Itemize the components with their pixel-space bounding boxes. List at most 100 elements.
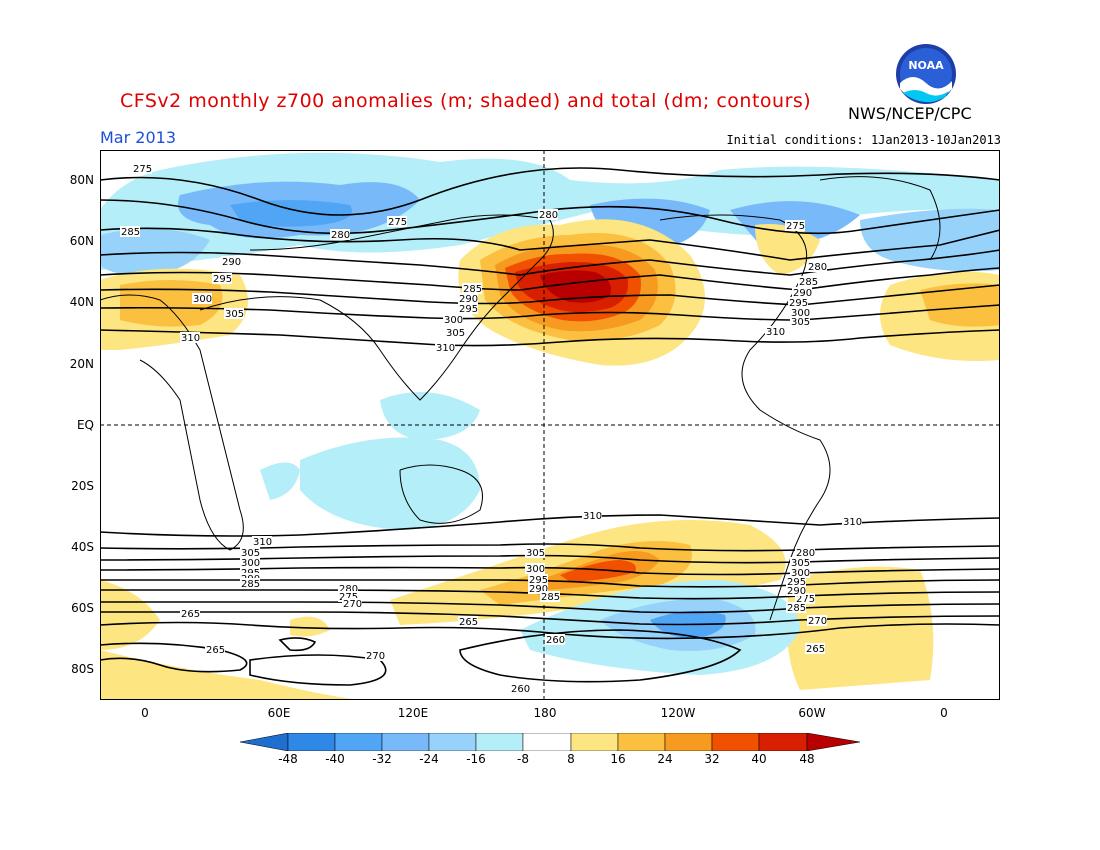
coastlines — [100, 176, 941, 621]
colorbar-label: -40 — [325, 752, 345, 766]
colorbar-label: -32 — [372, 752, 392, 766]
lat-label: 80N — [69, 173, 94, 187]
contour-label: 275 — [786, 221, 805, 232]
contour-label: 300 — [241, 558, 260, 569]
contour-label: 280 — [796, 548, 815, 559]
lon-label: 0 — [940, 706, 948, 720]
colorbar-label: 8 — [567, 752, 575, 766]
contour-label: 270 — [366, 651, 385, 662]
contour-label: 310 — [436, 343, 455, 354]
colorbar — [240, 733, 860, 751]
anomaly-positive-canada — [755, 224, 820, 275]
logo-text: NOAA — [908, 59, 944, 72]
contour-label: 300 — [791, 568, 810, 579]
lat-label: 40N — [69, 295, 94, 309]
lon-label: 120W — [660, 706, 696, 720]
contour-label: 285 — [799, 277, 818, 288]
contour-label: 305 — [241, 548, 260, 559]
contour-label: 290 — [787, 586, 806, 597]
contour-label: 260 — [546, 635, 565, 646]
anomaly-negative-indian — [300, 437, 480, 530]
contour-label: 275 — [796, 594, 815, 605]
colorbar-label: 40 — [751, 752, 767, 766]
contour-label: 295 — [529, 575, 548, 586]
anomaly-positive-europe-16 — [120, 280, 223, 327]
colorbar-arrow-right — [806, 733, 860, 751]
anomaly-positive-pacific-core — [540, 270, 611, 303]
lon-label: 180 — [533, 706, 557, 720]
contour-label: 295 — [213, 274, 232, 285]
forecast-month: Mar 2013 — [100, 128, 176, 147]
anomaly-negative-africa — [260, 462, 300, 500]
agency-label: NWS/NCEP/CPC — [848, 104, 972, 123]
height-contours — [100, 167, 1000, 686]
colorbar-arrow-left — [240, 733, 289, 751]
lon-label: 60W — [798, 706, 826, 720]
contour-label: 275 — [133, 164, 152, 175]
contour-label: 295 — [787, 577, 806, 588]
contour-label: 300 — [526, 564, 545, 575]
contour-label: 290 — [222, 257, 241, 268]
anomaly-positive-south-pacific-core — [560, 560, 636, 582]
contour-label: 285 — [463, 284, 482, 295]
colorbar-label: -16 — [466, 752, 486, 766]
contour-label: 310 — [766, 327, 785, 338]
colorbar-label: 32 — [704, 752, 720, 766]
map-panel: 275 275 280 285 280 290 295 300 305 310 … — [100, 150, 1000, 700]
contour-label: 300 — [193, 294, 212, 305]
contour-label: 275 — [388, 217, 407, 228]
anomaly-shading — [100, 152, 1000, 700]
contour-label: 280 — [539, 210, 558, 221]
contour-label: 265 — [806, 644, 825, 655]
contour-label: 305 — [225, 309, 244, 320]
contour-label: 270 — [343, 599, 362, 610]
contour-label: 295 — [459, 304, 478, 315]
chart-title: CFSv2 monthly z700 anomalies (m; shaded)… — [120, 90, 812, 112]
contour-label: 290 — [459, 294, 478, 305]
lat-label: 80S — [71, 662, 94, 676]
contour-label: 290 — [793, 288, 812, 299]
contour-label: 310 — [843, 517, 862, 528]
lat-label: 20N — [69, 357, 94, 371]
contour-label: 310 — [583, 511, 602, 522]
colorbar-label: 16 — [610, 752, 626, 766]
lat-label: 40S — [71, 540, 94, 554]
contour-label: 305 — [791, 558, 810, 569]
contour-labels-north: 275 275 280 285 280 290 295 300 305 310 … — [120, 163, 827, 354]
contour-label: 275 — [339, 592, 358, 603]
contour-label: 260 — [511, 684, 530, 695]
anomaly-positive-antarctic — [100, 650, 360, 700]
contour-labels-south: 310 305 300 295 290 285 280 275 270 265 … — [180, 510, 862, 695]
contour-label: 270 — [808, 616, 827, 627]
contour-label: 280 — [808, 262, 827, 273]
lon-label: 60E — [267, 706, 291, 720]
colorbar-label: -48 — [278, 752, 298, 766]
contour-label: 290 — [529, 584, 548, 595]
contour-label: 305 — [526, 548, 545, 559]
contour-label: 265 — [181, 609, 200, 620]
contour-label: 300 — [791, 308, 810, 319]
contour-label: 285 — [787, 603, 806, 614]
lat-label: 20S — [71, 479, 94, 493]
contour-label: 285 — [241, 579, 260, 590]
noaa-logo-icon: NOAA — [896, 44, 956, 104]
contour-label: 305 — [791, 317, 810, 328]
colorbar-label: -24 — [419, 752, 439, 766]
contour-label: 285 — [121, 227, 140, 238]
contour-label: 310 — [253, 537, 272, 548]
contour-label: 305 — [446, 328, 465, 339]
colorbar-label: -8 — [517, 752, 529, 766]
anomaly-positive-patch — [290, 616, 330, 637]
lat-label: 60S — [71, 601, 94, 615]
anomaly-positive-south-atlantic — [786, 566, 934, 690]
contour-label: 295 — [789, 298, 808, 309]
initial-conditions: Initial conditions: 1Jan2013-10Jan2013 — [726, 133, 1001, 147]
contour-label: 310 — [181, 333, 200, 344]
lat-label: EQ — [76, 418, 94, 432]
colorbar-label: 24 — [657, 752, 673, 766]
map-frame — [100, 150, 1000, 700]
contour-label: 265 — [206, 645, 225, 656]
anomaly-negative-indonesia — [380, 392, 480, 440]
contour-label: 265 — [459, 617, 478, 628]
anomaly-positive-east-16 — [920, 283, 1000, 327]
